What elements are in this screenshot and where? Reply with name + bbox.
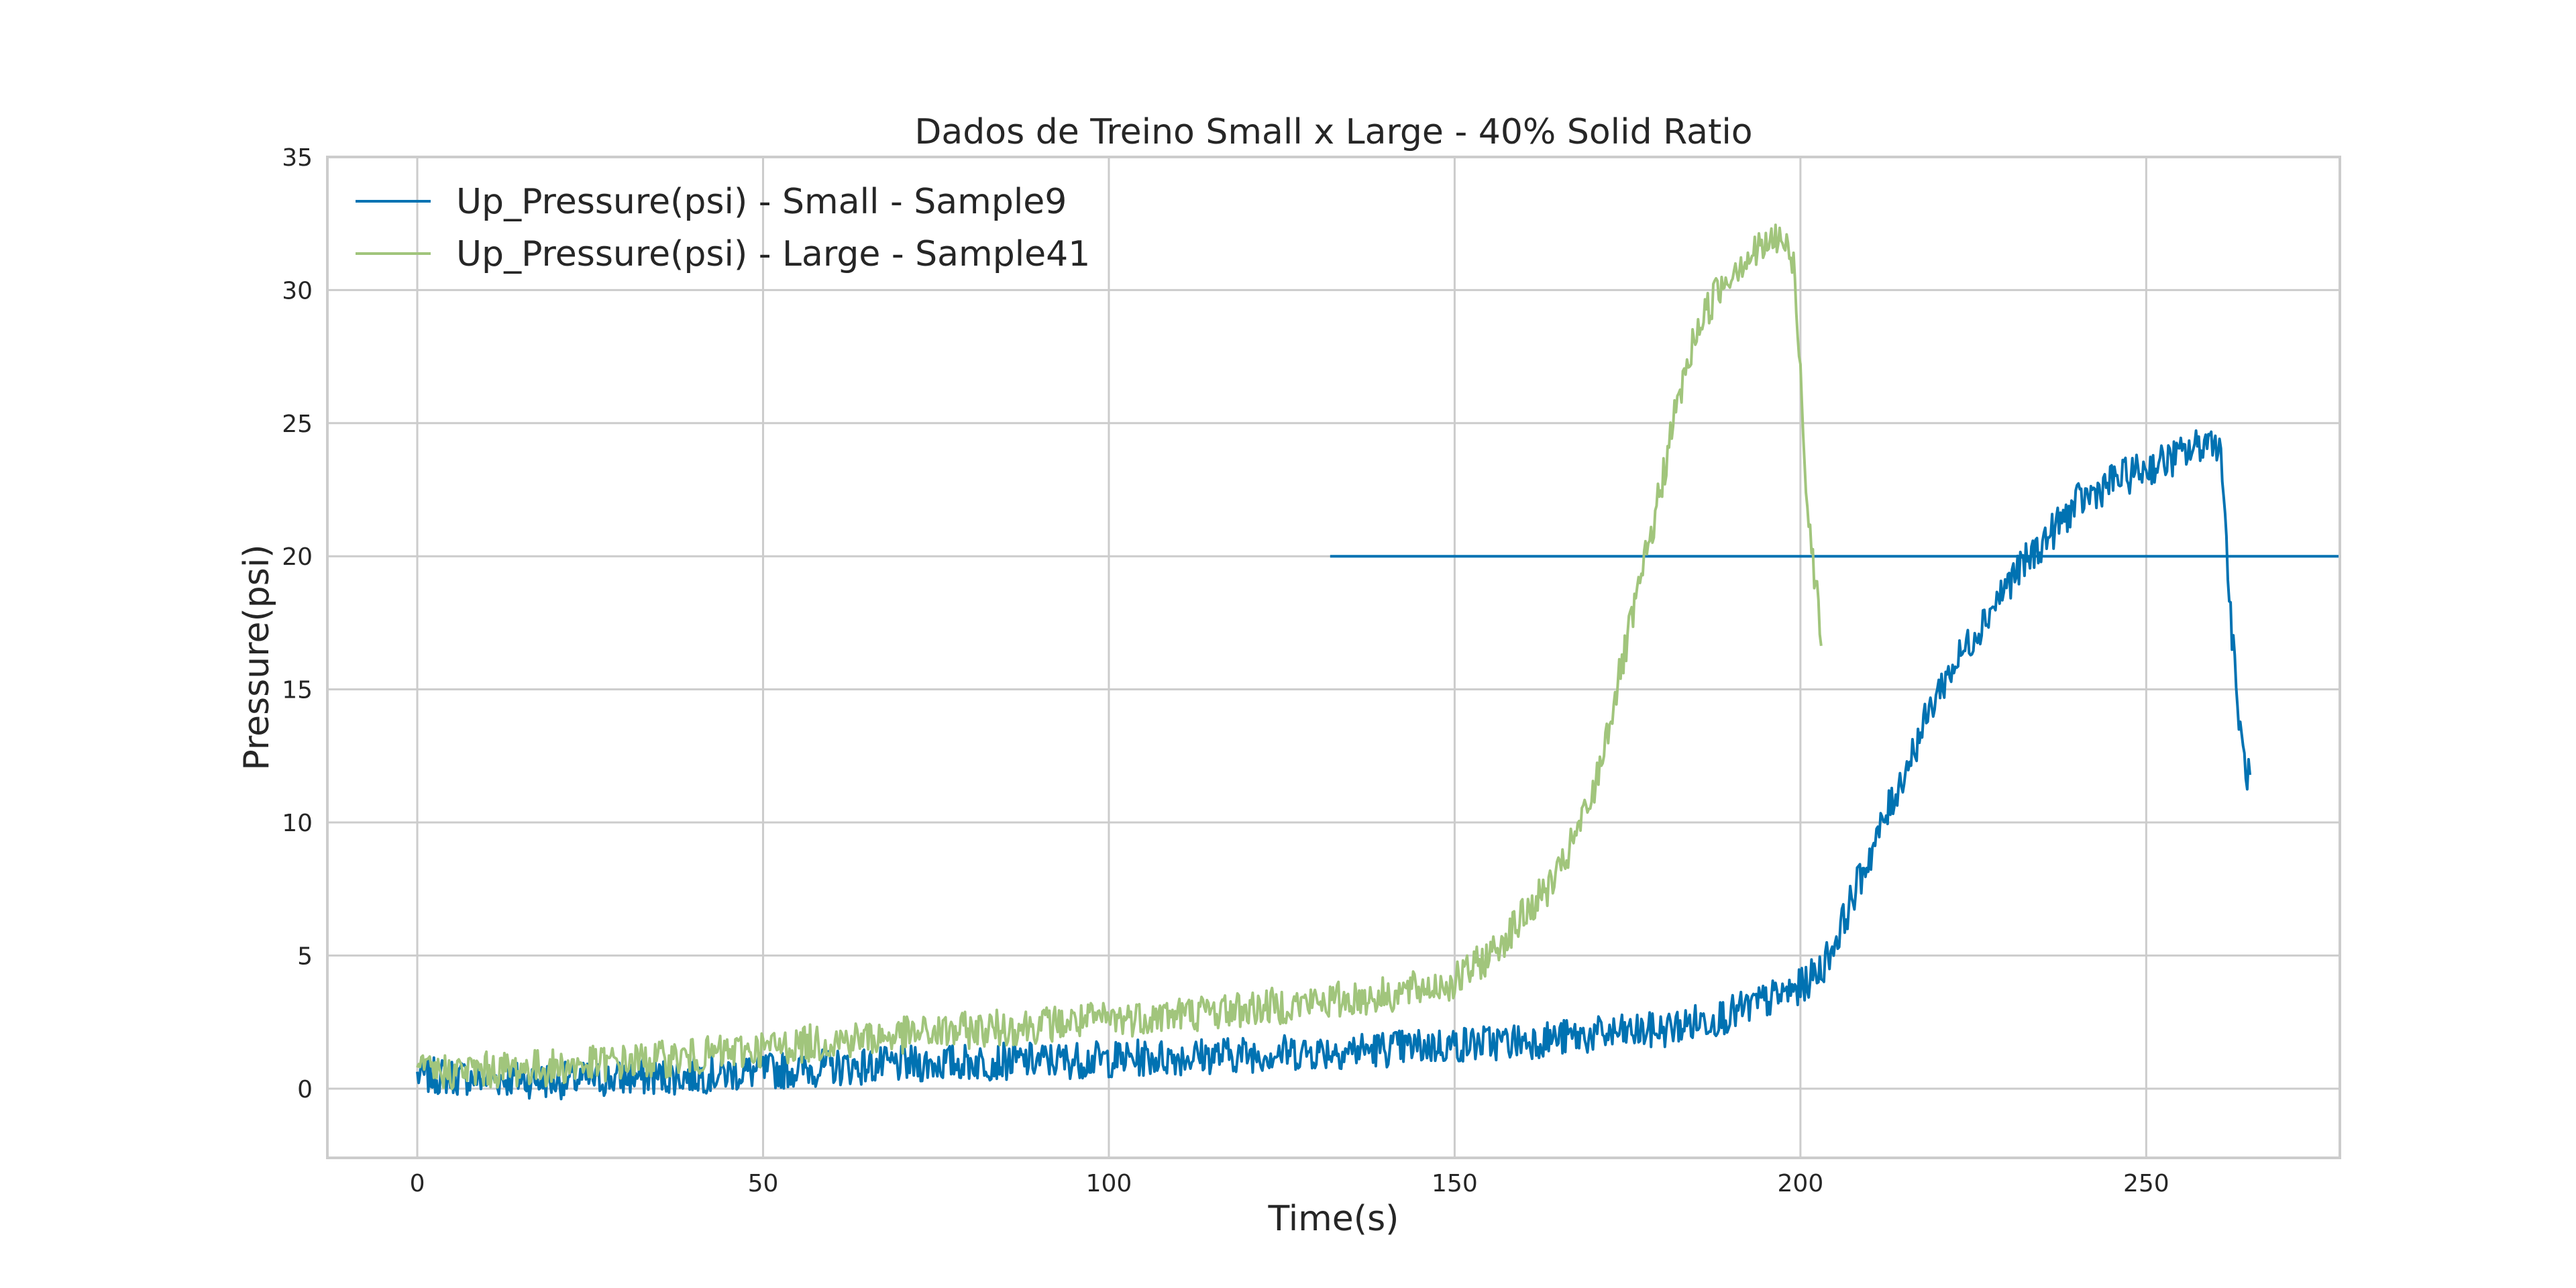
y-tick-label: 20 <box>282 543 313 571</box>
x-tick-label: 150 <box>1432 1170 1478 1197</box>
series-layer <box>416 223 2340 1101</box>
legend: Up_Pressure(psi) - Small - Sample9 Up_Pre… <box>356 182 1090 274</box>
legend-entry: Up_Pressure(psi) - Small - Sample9 <box>456 182 1067 222</box>
y-tick-label: 25 <box>282 411 313 438</box>
x-tick-label: 100 <box>1086 1170 1132 1197</box>
x-tick-label: 0 <box>410 1170 425 1197</box>
y-tick-label: 10 <box>282 810 313 837</box>
y-axis-label: Pressure(psi) <box>237 544 277 770</box>
x-tick-label: 250 <box>2123 1170 2169 1197</box>
chart-title: Dados de Treino Small x Large - 40% Soli… <box>914 112 1752 152</box>
y-tick-label: 0 <box>297 1076 313 1104</box>
grid-layer <box>327 156 2340 1158</box>
y-tick-label: 30 <box>282 277 313 305</box>
tick-layer: 0 50 100 150 200 250 0 5 10 15 20 25 30 35 <box>282 144 2169 1197</box>
y-tick-label: 35 <box>282 144 313 172</box>
plot-frame <box>326 156 2341 1159</box>
x-tick-label: 200 <box>1778 1170 1824 1197</box>
legend-entry: Up_Pressure(psi) - Large - Sample41 <box>456 234 1090 274</box>
x-tick-label: 50 <box>748 1170 779 1197</box>
y-tick-label: 5 <box>297 943 313 970</box>
y-tick-label: 15 <box>282 677 313 704</box>
x-axis-label: Time(s) <box>1268 1199 1399 1239</box>
series-line-2 <box>416 223 1823 1091</box>
